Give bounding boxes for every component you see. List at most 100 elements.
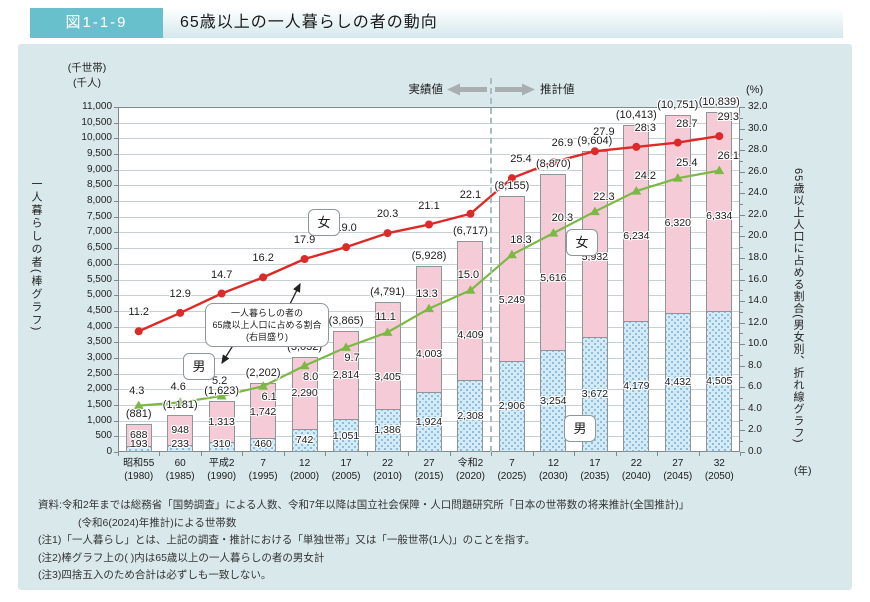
x-axis-year-label: (2050) [704,471,734,482]
left-axis-tick [114,263,118,265]
female-pct-label: 27.9 [593,126,615,139]
left-axis-tick-label: 9,500 [86,148,112,160]
total-value-label: (10,413) [615,109,657,122]
right-axis-tick [740,301,745,303]
total-value-label: (3,865) [328,314,364,327]
right-axis-minor-tick [740,204,743,206]
male-line-marker [258,381,269,390]
male-line-marker [299,360,310,370]
x-axis-year-label: (2035) [580,471,610,482]
male-line-marker [548,228,559,237]
female-amount-label: 5,249 [498,293,526,306]
bar-male-segment [333,419,360,452]
left-axis-tick-label: 2,500 [86,367,112,379]
source-line: (令和6(2024)年推計)による世帯数 [78,516,237,529]
x-axis-tick [242,452,244,456]
right-axis-tick-label: 6.0 [748,381,762,393]
source-notes: 資料:令和2年までは総務省「国勢調査」による人数、令和7年以降は国立社会保障・人… [38,497,838,585]
gridline [119,154,739,156]
left-axis-unit-persons: (千人) [73,77,101,89]
right-axis-minor-tick [740,376,743,378]
total-value-label: (2,202) [245,366,281,379]
female-line-marker [300,255,309,264]
left-axis-tick [114,436,118,438]
bar-male-segment [498,360,525,452]
male-pct-label: 4.3 [129,384,145,397]
female-line-marker [383,229,392,238]
male-line-marker [341,342,352,351]
female-amount-label: 2,290 [291,386,318,399]
right-axis-minor-tick [740,398,743,400]
left-axis-tick [114,248,118,250]
right-axis-minor-tick [740,290,743,292]
x-axis-tick [657,452,659,456]
bar-female-segment [208,401,235,443]
gridline [119,201,739,203]
total-value-label: (8,155) [494,180,530,193]
right-axis-tick [740,128,745,130]
male-bar-label: 男 [564,415,596,442]
male-amount-label: 1,051 [332,429,360,442]
left-axis-tick-label: 4,000 [86,320,112,332]
male-line-label: 男 [183,353,215,380]
male-amount-label: 4,505 [706,375,733,388]
male-line-marker [382,327,393,336]
total-value-label: (9,604) [577,134,613,147]
right-axis-tick-label: 32.0 [748,101,768,112]
right-axis-tick [740,387,745,389]
right-axis-tick-label: 22.0 [748,208,768,220]
female-pct-label: 26.9 [551,136,574,149]
gridline [119,263,739,265]
total-value-label: (1,623) [204,385,240,398]
female-amount-label: 948 [171,423,189,436]
right-axis-tick [740,408,745,410]
left-axis-tick [114,452,118,453]
x-axis-year-label: (2040) [621,471,651,482]
right-axis-tick [740,193,745,195]
left-axis-tick-label: 6,000 [86,257,112,269]
right-axis-tick-label: 16.0 [748,273,768,285]
bar-male-segment [623,320,650,452]
total-value-label: (4,791) [370,285,405,298]
male-pct-label: 6.1 [261,391,277,404]
right-axis-minor-tick [740,268,743,270]
female-bar-label: 女 [566,229,598,256]
x-axis-tick [740,452,741,456]
bar-male-segment [291,428,318,452]
x-axis-category-label: 7 (2025) [497,458,527,482]
female-pct-label: 19.0 [335,222,357,235]
x-axis-year-label: (2010) [373,471,402,482]
female-pct-label: 22.1 [459,188,482,201]
x-axis-year-label: (1985) [165,471,195,482]
female-line-marker [507,174,516,183]
gridline [119,169,739,171]
right-axis-tick-label: 24.0 [748,187,768,199]
male-line-marker [465,285,476,294]
x-axis-year-label: (1995) [248,471,278,482]
male-line-marker [133,400,144,410]
bar-male-segment [540,349,567,452]
x-axis-tick [408,452,410,456]
x-axis-tick [325,452,327,456]
gridline [119,216,739,218]
female-pct-label: 20.3 [376,208,399,221]
x-axis-category-label: 17 (2035) [580,458,610,482]
male-amount-label: 460 [254,438,272,450]
left-axis-tick [114,232,118,234]
x-axis-category-label: 22 (2040) [621,458,651,482]
x-axis-year-label: (2005) [331,471,361,482]
note-3: (注3)四捨五入のため合計は必ずしも一致しない。 [38,569,272,581]
male-line-marker [506,249,517,259]
bar-female-segment [167,414,194,445]
male-line-marker [175,397,186,406]
left-axis-tick [114,216,118,218]
total-value-label: (10,751) [657,98,699,111]
female-amount-label: 5,616 [540,272,567,285]
x-axis-tick [491,452,493,456]
total-value-label: (8,870) [535,157,571,170]
right-axis-tick-label: 30.0 [748,122,768,134]
male-amount-label: 1,386 [374,424,401,437]
left-axis-tick [114,169,118,171]
total-value-label: (6,717) [453,225,488,238]
